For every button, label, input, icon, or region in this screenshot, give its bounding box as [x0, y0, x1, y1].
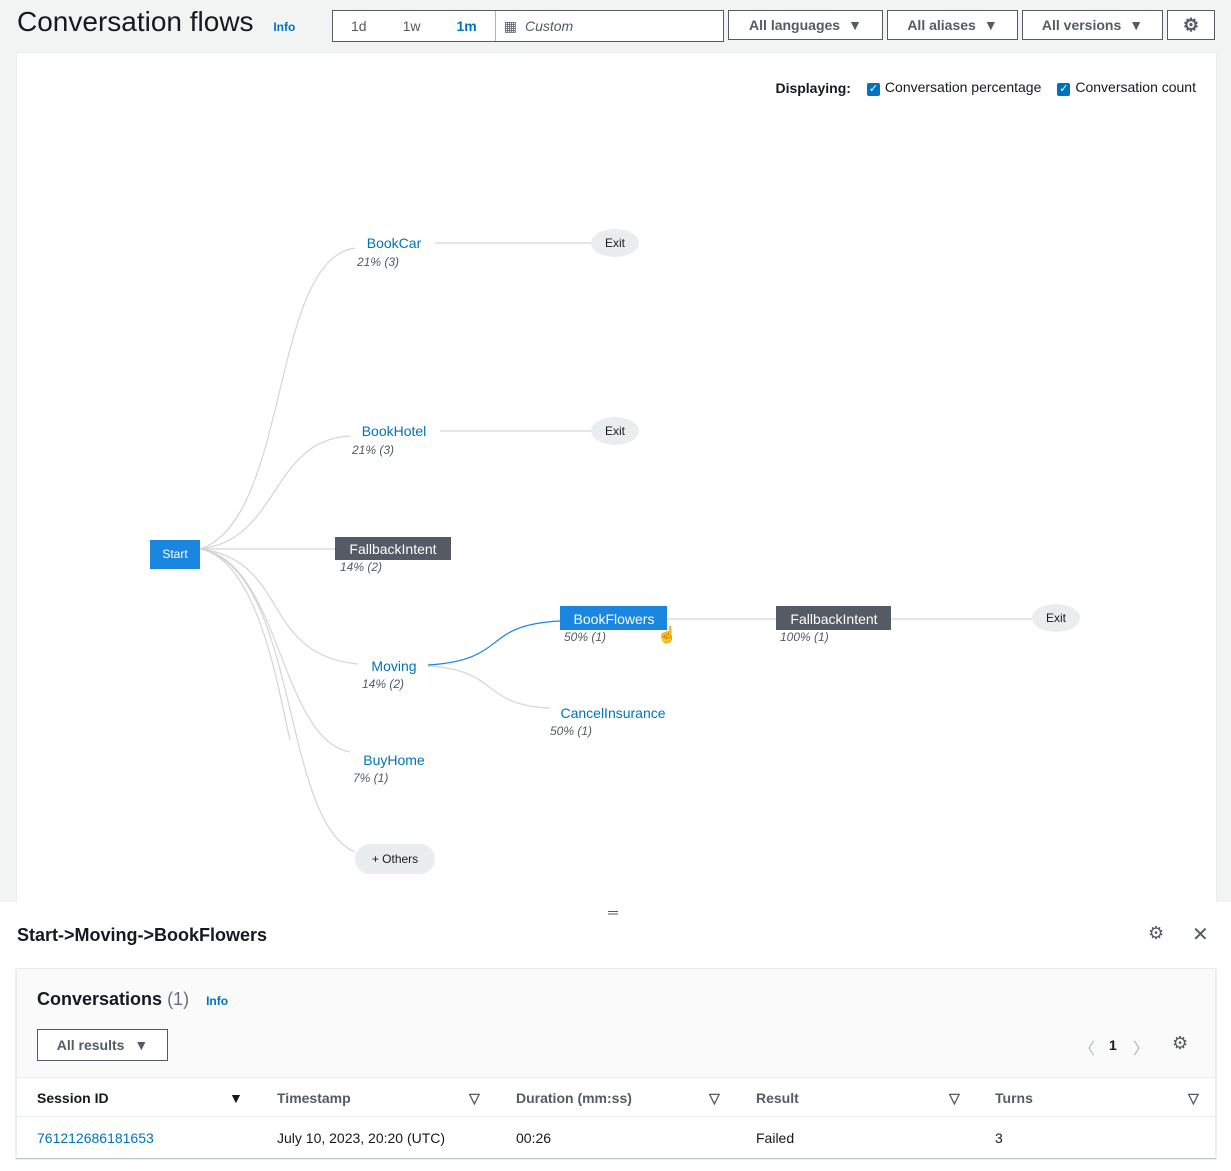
node-bookflowers[interactable] [560, 606, 667, 630]
col-result[interactable]: Result [756, 1090, 799, 1106]
settings-button[interactable]: ⚙ [1167, 10, 1215, 40]
date-range-selector: 1d 1w 1m ▦ Custom [332, 10, 724, 42]
cell-timestamp: July 10, 2023, 20:20 (UTC) [277, 1130, 446, 1146]
svg-text:Start: Start [162, 547, 188, 561]
detail-drawer: ═ Start->Moving->BookFlowers ⚙ ✕ Convers… [0, 902, 1231, 1171]
edge [199, 247, 356, 550]
caret-down-icon: ▼ [134, 1037, 149, 1053]
path-title: Start->Moving->BookFlowers [17, 925, 268, 945]
col-turns[interactable]: Turns [995, 1090, 1033, 1106]
info-link[interactable]: Info [273, 20, 296, 34]
custom-range[interactable]: ▦ Custom [494, 11, 723, 41]
range-1d[interactable]: 1d [351, 18, 367, 34]
node-fallbackintent-2[interactable] [776, 606, 891, 630]
svg-text:FallbackIntent: FallbackIntent [790, 611, 877, 627]
close-icon[interactable]: ✕ [1192, 924, 1209, 946]
session-id-link[interactable]: 761212686181653 [37, 1130, 154, 1146]
prev-page-icon[interactable]: 〈 [1079, 1041, 1096, 1058]
start-node[interactable] [150, 540, 200, 569]
edge [199, 548, 356, 853]
page-number[interactable]: 1 [1109, 1037, 1117, 1053]
cell-duration: 00:26 [516, 1130, 552, 1146]
node-stat: 21% (3) [351, 443, 394, 457]
gear-icon[interactable]: ⚙ [1148, 923, 1165, 943]
svg-text:+ Others: + Others [372, 852, 418, 866]
aliases-dropdown[interactable]: All aliases ▼ [887, 10, 1018, 40]
section-title: Conversations (1) Info [37, 989, 229, 1009]
svg-text:Exit: Exit [605, 236, 626, 250]
node-stat: 50% (1) [564, 630, 606, 644]
versions-dropdown[interactable]: All versions ▼ [1022, 10, 1163, 40]
gear-icon: ⚙ [1182, 14, 1200, 35]
check-icon: ✓ [866, 83, 880, 96]
svg-text:FallbackIntent: FallbackIntent [349, 541, 436, 557]
results-filter-dropdown[interactable]: All results ▼ [37, 1029, 168, 1061]
node-stat: 14% (2) [362, 677, 404, 691]
node-stat: 14% (2) [340, 560, 382, 574]
caret-down-icon: ▼ [1129, 17, 1144, 33]
node-stat: 50% (1) [550, 724, 592, 738]
node-stat: 7% (1) [353, 771, 388, 785]
edge [199, 548, 359, 665]
exit-node[interactable] [591, 417, 639, 445]
cell-result: Failed [756, 1130, 795, 1146]
conversations-table: Conversations (1) Info All results ▼ 〈 1 … [16, 968, 1216, 1158]
svg-text:Exit: Exit [1046, 611, 1067, 625]
node-cancelinsurance[interactable]: CancelInsurance [560, 705, 665, 721]
node-fallbackintent[interactable] [335, 537, 451, 560]
calendar-icon: ▦ [503, 17, 517, 34]
divider [17, 1116, 1215, 1117]
col-session-id[interactable]: Session ID [37, 1090, 109, 1106]
flow-diagram: Start BookCar 21% (3) BookHotel 21% (3) … [150, 229, 1080, 874]
exit-node[interactable] [591, 229, 639, 257]
sort-icon[interactable]: ▽ [1188, 1090, 1199, 1106]
node-stat: 21% (3) [356, 255, 399, 269]
node-bookcar[interactable]: BookCar [367, 235, 422, 251]
sort-desc-icon[interactable]: ▼ [229, 1090, 243, 1106]
languages-dropdown[interactable]: All languages ▼ [728, 10, 883, 40]
table-settings-icon[interactable]: ⚙ [1172, 1033, 1189, 1053]
range-1m[interactable]: 1m [456, 18, 477, 34]
sort-icon[interactable]: ▽ [949, 1090, 960, 1106]
highlighted-edge [427, 620, 561, 666]
edge [427, 665, 551, 709]
svg-text:Exit: Exit [605, 424, 626, 438]
caret-down-icon: ▼ [983, 17, 998, 33]
edge [199, 435, 351, 550]
sort-icon[interactable]: ▽ [469, 1090, 480, 1106]
next-page-icon[interactable]: 〉 [1133, 1041, 1150, 1058]
exit-node[interactable] [1032, 604, 1080, 632]
resize-handle[interactable]: ═ [608, 904, 618, 920]
col-timestamp[interactable]: Timestamp [277, 1090, 351, 1106]
page-title: Conversation flows Info [17, 6, 296, 37]
percentage-checkbox[interactable]: ✓ Conversation percentage [866, 79, 1042, 96]
cell-turns: 3 [995, 1130, 1003, 1146]
col-duration[interactable]: Duration (mm:ss) [516, 1090, 632, 1106]
node-bookhotel[interactable]: BookHotel [362, 423, 427, 439]
sort-icon[interactable]: ▽ [709, 1090, 720, 1106]
node-moving[interactable]: Moving [371, 658, 416, 674]
flow-panel: Displaying: ✓ Conversation percentage ✓ Co… [16, 52, 1217, 904]
node-buyhome[interactable]: BuyHome [363, 752, 425, 768]
display-options: Displaying: ✓ Conversation percentage ✓ Co… [775, 79, 1196, 96]
others-node[interactable] [355, 844, 435, 874]
svg-text:BookFlowers: BookFlowers [574, 611, 655, 627]
node-stat: 100% (1) [780, 630, 829, 644]
edge [199, 548, 351, 753]
caret-down-icon: ▼ [848, 17, 862, 33]
range-1w[interactable]: 1w [402, 18, 421, 34]
count-checkbox[interactable]: ✓ Conversation count [1057, 79, 1196, 96]
check-icon: ✓ [1057, 83, 1071, 96]
info-link[interactable]: Info [206, 994, 229, 1008]
cursor-hand-icon: ☝ [657, 625, 677, 644]
edge [199, 548, 291, 741]
